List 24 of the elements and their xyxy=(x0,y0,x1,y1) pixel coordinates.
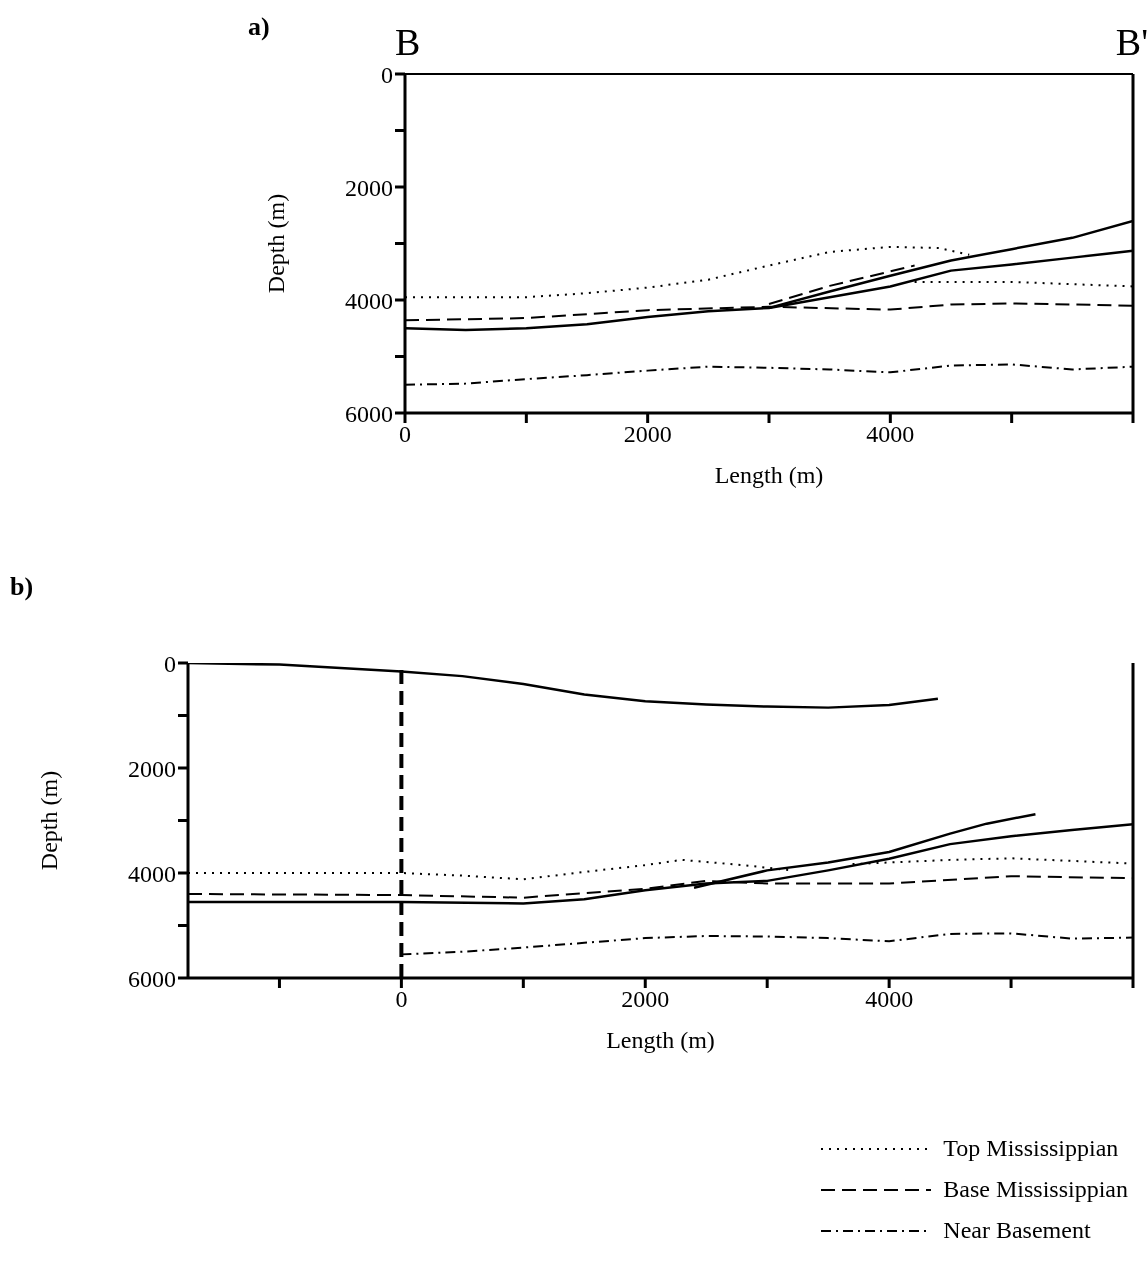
legend-label: Top Mississippian xyxy=(943,1135,1119,1162)
y-tick-label: 2000 xyxy=(128,755,176,782)
text: B' xyxy=(1115,20,1148,64)
chart-title: a) xyxy=(248,12,270,42)
x-axis-title: Length (m) xyxy=(714,462,824,488)
y-tick-label: 2000 xyxy=(345,174,393,201)
y-tick-label: 6000 xyxy=(128,965,176,992)
x-axis-title: Length (m) xyxy=(606,1027,715,1053)
y-tick-label: 4000 xyxy=(128,860,176,887)
chart-title: b) xyxy=(10,572,34,602)
y-tick-label: 6000 xyxy=(345,400,393,427)
x-tick-label: 2000 xyxy=(623,421,672,448)
legend-label: Near Basement xyxy=(943,1217,1091,1244)
y-axis-title: Depth (m) xyxy=(35,770,62,871)
x-tick-label: 4000 xyxy=(865,986,914,1013)
legend-label: Base Mississippian xyxy=(943,1176,1128,1203)
y-tick-label: 4000 xyxy=(345,287,393,314)
x-tick-label: 4000 xyxy=(866,421,915,448)
y-axis-title: Depth (m) xyxy=(262,193,289,294)
y-tick-label: 0 xyxy=(164,650,176,677)
x-tick-label: 2000 xyxy=(621,986,670,1013)
text: B xyxy=(395,20,421,64)
y-tick-label: 0 xyxy=(381,61,393,88)
x-tick-label: 0 xyxy=(399,421,411,448)
